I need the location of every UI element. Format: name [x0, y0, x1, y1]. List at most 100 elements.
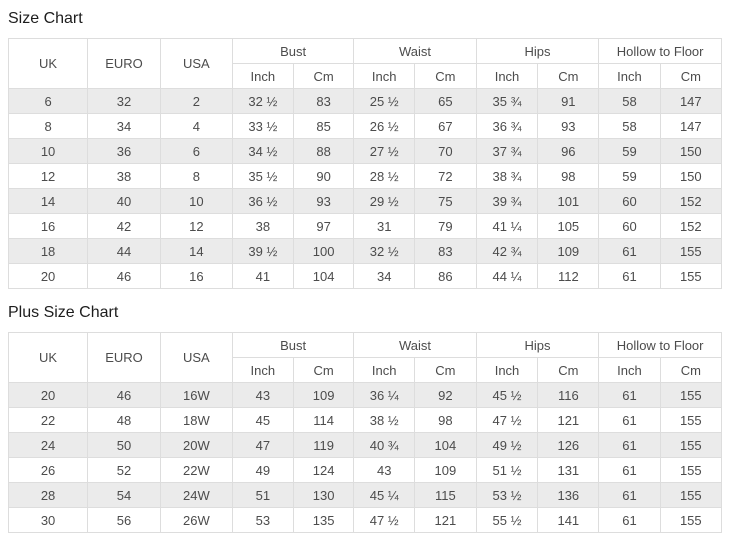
header-cell: USA [159, 332, 233, 383]
table-cell: 44 ¼ [475, 263, 539, 289]
table-cell: 54 [87, 482, 161, 508]
table-cell: 49 ½ [475, 432, 539, 458]
table-row: 8 34 4 33 ½ 85 26 ½ 67 36 ¾ 93 58 147 [7, 113, 723, 139]
table-cell: 12 [7, 163, 89, 189]
table-row: 24 50 20W 47 119 40 ¾ 104 49 ½ 126 61 155 [7, 432, 723, 458]
header-cell: EURO [87, 38, 161, 89]
header-unit-cell: Inch [231, 357, 294, 383]
table-cell: 83 [292, 88, 355, 114]
table-cell: 59 [598, 163, 661, 189]
table-row: 6 32 2 32 ½ 83 25 ½ 65 35 ¾ 91 58 147 [7, 88, 723, 114]
table-cell: 16W [159, 382, 233, 408]
table-cell: 116 [537, 382, 600, 408]
table-cell: 52 [87, 457, 161, 483]
table-cell: 150 [659, 138, 723, 164]
table-cell: 38 ½ [353, 407, 415, 433]
header-row-units: Inch Cm Inch Cm Inch Cm Inch Cm [9, 357, 723, 383]
header-cell: UK [7, 332, 89, 383]
table-cell: 90 [292, 163, 355, 189]
table-cell: 48 [87, 407, 161, 433]
table-cell: 28 [7, 482, 89, 508]
table-row: 22 48 18W 45 114 38 ½ 98 47 ½ 121 61 155 [7, 407, 723, 433]
table-cell: 50 [87, 432, 161, 458]
table-cell: 36 ¾ [475, 113, 539, 139]
table-cell: 119 [292, 432, 355, 458]
table-cell: 104 [292, 263, 355, 289]
table-cell: 155 [659, 382, 723, 408]
table-cell: 61 [598, 407, 661, 433]
table-cell: 47 ½ [475, 407, 539, 433]
table-cell: 136 [537, 482, 600, 508]
table-cell: 70 [414, 138, 477, 164]
table-row: 26 52 22W 49 124 43 109 51 ½ 131 61 155 [7, 457, 723, 483]
table-cell: 8 [159, 163, 233, 189]
table-cell: 43 [231, 382, 294, 408]
table-cell: 96 [537, 138, 600, 164]
header-unit-cell: Cm [659, 357, 723, 383]
header-unit-cell: Cm [414, 63, 477, 89]
table-cell: 34 [353, 263, 415, 289]
header-unit-cell: Cm [414, 357, 477, 383]
table-cell: 18 [7, 238, 89, 264]
table-cell: 75 [414, 188, 477, 214]
table-cell: 38 [87, 163, 161, 189]
table-cell: 61 [598, 432, 661, 458]
table-row: 10 36 6 34 ½ 88 27 ½ 70 37 ¾ 96 59 150 [7, 138, 723, 164]
table-cell: 92 [414, 382, 477, 408]
table-cell: 126 [537, 432, 600, 458]
table-cell: 30 [7, 507, 89, 533]
table-cell: 22 [7, 407, 89, 433]
table-cell: 152 [659, 213, 723, 239]
table-cell: 20 [7, 382, 89, 408]
table-cell: 135 [292, 507, 355, 533]
table-cell: 67 [414, 113, 477, 139]
table-row: 30 56 26W 53 135 47 ½ 121 55 ½ 141 61 155 [7, 507, 723, 533]
table-cell: 39 ¾ [475, 188, 539, 214]
table-row: 14 40 10 36 ½ 93 29 ½ 75 39 ¾ 101 60 152 [7, 188, 723, 214]
table-cell: 155 [659, 482, 723, 508]
table-cell: 131 [537, 457, 600, 483]
table-cell: 121 [414, 507, 477, 533]
header-unit-cell: Cm [292, 63, 355, 89]
table-cell: 40 ¾ [353, 432, 415, 458]
table-cell: 40 [87, 188, 161, 214]
table-cell: 8 [7, 113, 89, 139]
table-cell: 93 [537, 113, 600, 139]
table-cell: 60 [598, 188, 661, 214]
table-cell: 45 ½ [475, 382, 539, 408]
header-group-cell: Bust [231, 332, 355, 358]
table-cell: 85 [292, 113, 355, 139]
table-cell: 61 [598, 457, 661, 483]
table-cell: 45 [231, 407, 294, 433]
table-cell: 91 [537, 88, 600, 114]
table-cell: 32 [87, 88, 161, 114]
table-cell: 109 [537, 238, 600, 264]
table-cell: 47 [231, 432, 294, 458]
table-row: 20 46 16W 43 109 36 ¼ 92 45 ½ 116 61 155 [7, 382, 723, 408]
header-cell: UK [7, 38, 89, 89]
table-row: 12 38 8 35 ½ 90 28 ½ 72 38 ¾ 98 59 150 [7, 163, 723, 189]
table-row: 28 54 24W 51 130 45 ¼ 115 53 ½ 136 61 155 [7, 482, 723, 508]
table-cell: 29 ½ [353, 188, 415, 214]
table-cell: 41 ¼ [475, 213, 539, 239]
table-cell: 36 [87, 138, 161, 164]
table-cell: 51 ½ [475, 457, 539, 483]
header-unit-cell: Cm [292, 357, 355, 383]
table-header: UK EURO USA Bust Waist Hips Hollow to Floor Inc… [7, 332, 723, 383]
table-body: 6 32 2 32 ½ 83 25 ½ 65 35 ¾ 91 58 147 8 34 4 33 ½ 85 26 … [7, 88, 723, 289]
header-row-groups: UK EURO USA Bust Waist Hips Hollow to Floor [7, 38, 722, 89]
table-cell: 59 [598, 138, 661, 164]
table-cell: 130 [292, 482, 355, 508]
table-cell: 61 [598, 482, 661, 508]
table-cell: 147 [659, 113, 723, 139]
header-group-cell: Waist [353, 332, 477, 358]
header-group-cell: Hips [475, 38, 600, 64]
table-cell: 155 [659, 507, 723, 533]
table-cell: 38 ¾ [475, 163, 539, 189]
table-cell: 20 [7, 263, 89, 289]
table-cell: 26 [7, 457, 89, 483]
table-cell: 109 [414, 457, 477, 483]
header-cell: EURO [87, 332, 161, 383]
table-cell: 61 [598, 263, 661, 289]
